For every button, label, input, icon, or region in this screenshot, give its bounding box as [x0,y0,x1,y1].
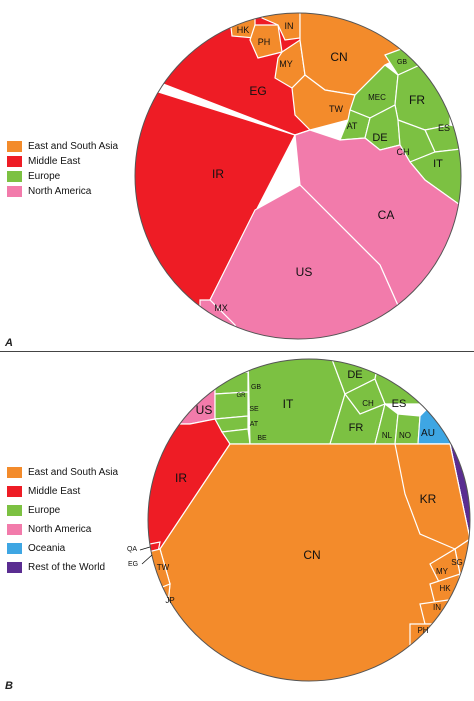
label-a-it: IT [433,158,443,170]
label-a-in: IN [285,21,294,31]
label-a-ph: PH [258,37,271,47]
label-b-at: AT [250,421,259,428]
eg-leader-line [141,554,153,565]
label-b-es: ES [392,398,407,410]
label-a-cn: CN [330,50,347,64]
legend-label: North America [28,186,92,197]
legend-swatch-north-america [7,186,22,197]
treemap-a: HK PH IN MY CN TW EG IR GB MEC FR AT DE … [134,12,462,340]
legend-a: East and South Asia Middle East Europe N… [7,139,118,199]
label-b-jp: JP [165,596,174,605]
label-a-eg: EG [249,84,266,98]
label-b-sg: SG [451,558,463,567]
cell-a-in [261,13,301,41]
cell-b-es [374,359,433,405]
legend-item: Middle East [7,154,118,169]
label-a-de: DE [372,132,387,144]
label-a-gb: GB [397,59,407,66]
label-b-no: NO [399,431,411,440]
label-b-my: MY [436,567,449,576]
label-b-cn: CN [303,548,320,562]
legend-swatch-middle-east [7,486,22,497]
label-b-gr: GR [237,393,247,399]
panel-b: GR GB US SE AT BE IT DE CH ES FR NL NO A… [0,354,474,696]
legend-item: East and South Asia [7,463,118,482]
label-b-fr: FR [349,422,364,434]
legend-item: East and South Asia [7,139,118,154]
label-a-hk: HK [237,25,250,35]
legend-item: Rest of the World [7,558,118,577]
label-a-tw: TW [329,104,343,114]
label-b-au: AU [421,428,435,439]
label-b-gb: GB [251,384,261,391]
legend-swatch-east-south-asia [7,467,22,478]
label-b-hk: HK [439,584,451,593]
legend-label: North America [28,524,92,535]
label-b-be: BE [257,435,267,442]
legend-swatch-europe [7,505,22,516]
panel-a: HK PH IN MY CN TW EG IR GB MEC FR AT DE … [5,12,462,349]
legend-label: Middle East [28,486,81,497]
panel-letter-a: A [5,337,13,349]
label-b-it: IT [283,397,294,411]
legend-label: Europe [28,505,61,516]
label-b-eg: EG [128,561,138,568]
label-b-in: IN [433,603,441,612]
label-a-at: AT [347,121,358,131]
legend-item: Middle East [7,482,118,501]
label-a-ir: IR [212,167,224,181]
legend-swatch-middle-east [7,156,22,167]
label-a-us: US [296,265,313,279]
legend-label: Oceania [28,543,66,554]
label-b-se: SE [249,406,259,413]
label-a-mx: MX [214,303,228,313]
legend-label: East and South Asia [28,141,119,152]
label-a-ch: CH [397,147,410,157]
legend-label: Europe [28,171,61,182]
label-b-kr: KR [420,492,437,506]
label-b-qa: QA [127,546,137,553]
panel-letter-b: B [5,680,13,692]
label-b-ch: CH [362,399,374,408]
label-a-fr: FR [409,93,425,107]
legend-swatch-rest-of-world [7,562,22,573]
legend-item: North America [7,184,118,199]
label-b-tw: TW [157,563,170,572]
legend-swatch-east-south-asia [7,141,22,152]
label-b-ir: IR [175,471,187,485]
label-b-ph: PH [417,626,428,635]
label-b-us: US [196,403,213,417]
cell-b-it [247,359,346,445]
qa-leader-line [139,546,151,551]
label-a-my: MY [279,59,293,69]
legend-swatch-oceania [7,543,22,554]
legend-item: North America [7,520,118,539]
label-b-de: DE [347,369,362,381]
cell-b-gb [214,371,249,395]
label-b-nl: NL [382,431,393,440]
cell-a-ph [249,24,283,59]
legend-swatch-europe [7,171,22,182]
legend-swatch-north-america [7,524,22,535]
legend-label: Rest of the World [28,562,106,573]
legend-b: East and South Asia Middle East Europe N… [7,463,118,577]
label-a-ca: CA [378,208,395,222]
panel-divider [0,351,474,352]
legend-item: Europe [7,501,118,520]
legend-label: East and South Asia [28,467,119,478]
treemap-b: GR GB US SE AT BE IT DE CH ES FR NL NO A… [127,358,471,682]
legend-item: Oceania [7,539,118,558]
label-a-mec: MEC [368,93,386,102]
legend-label: Middle East [28,156,81,167]
label-a-es: ES [438,123,450,133]
legend-item: Europe [7,169,118,184]
